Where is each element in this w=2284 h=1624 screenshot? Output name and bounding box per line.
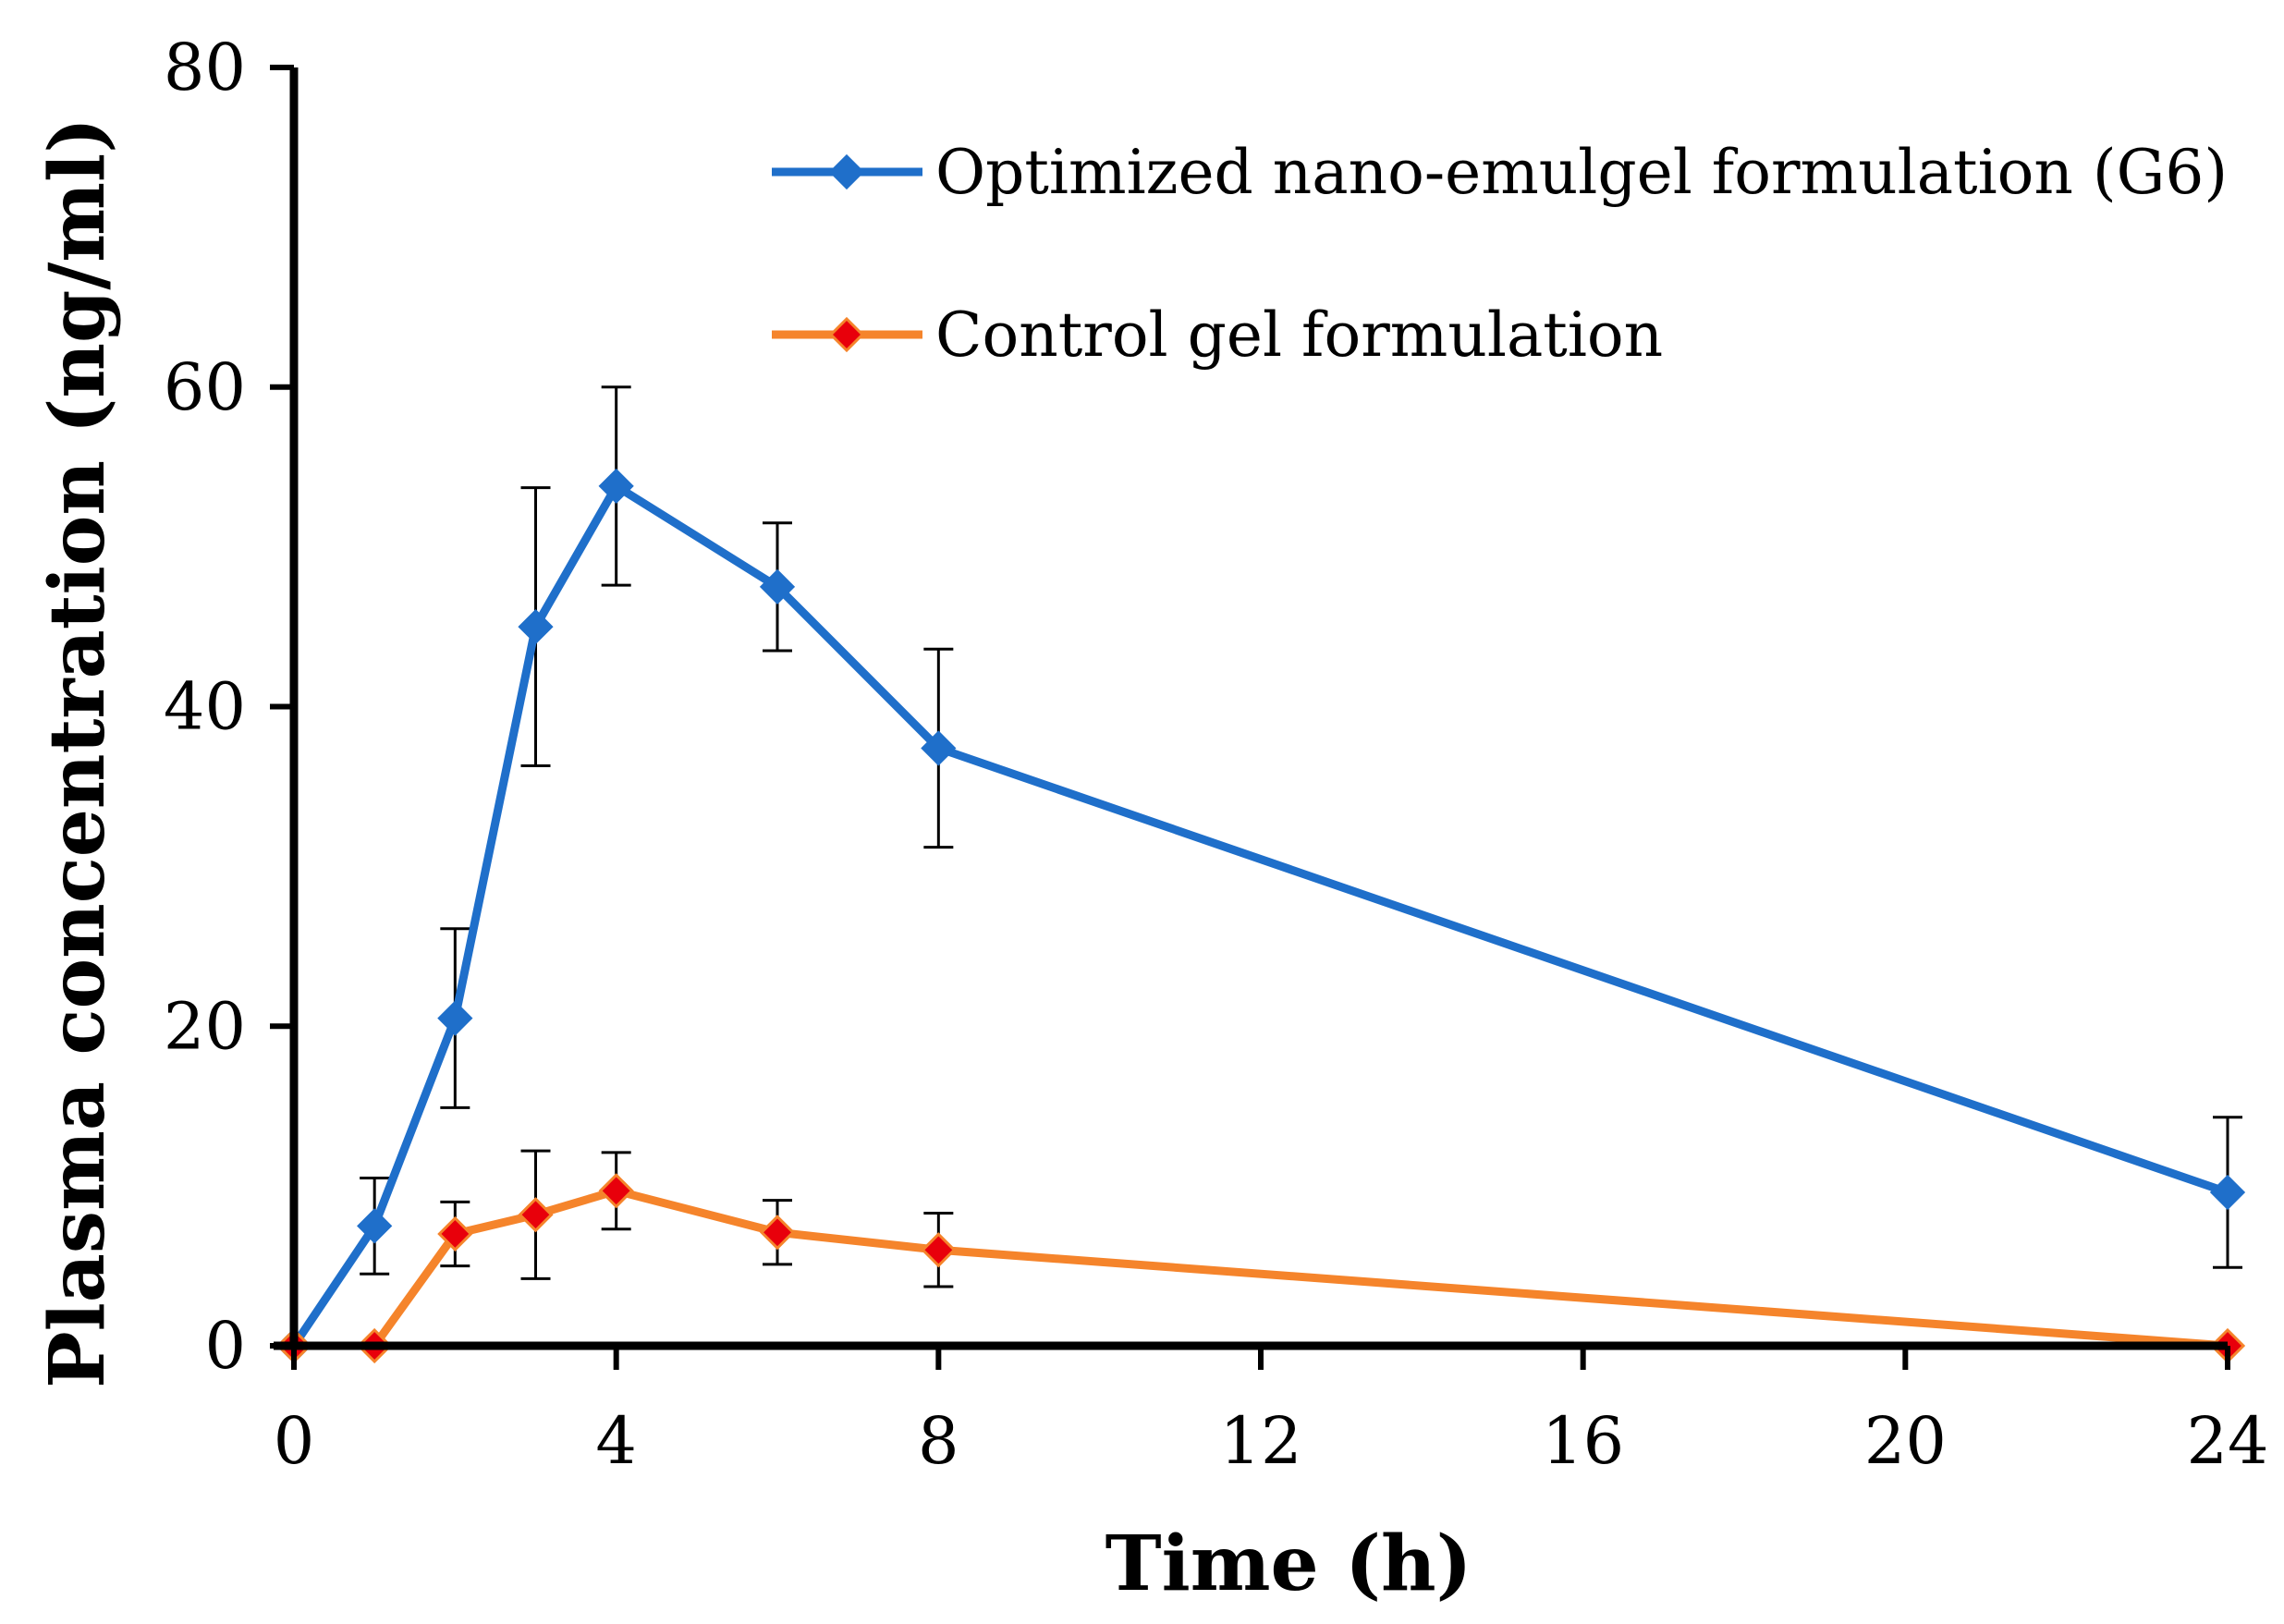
x-axis-title: Time (h) xyxy=(1105,1520,1472,1608)
data-point-s1-5 xyxy=(759,568,796,604)
legend-marker-1 xyxy=(828,153,865,190)
series-markers-layer xyxy=(275,468,2246,1364)
data-point-s1-7 xyxy=(2209,1174,2246,1211)
x-tick-label-20: 20 xyxy=(1864,1403,1947,1479)
x-tick-label-12: 12 xyxy=(1219,1403,1301,1479)
y-tick-label-60: 60 xyxy=(164,349,246,425)
legend-label-1: Optimized nano-emulgel formulation (G6) xyxy=(935,137,2228,208)
y-tick-label-80: 80 xyxy=(164,30,246,105)
data-point-s1-3 xyxy=(518,608,554,645)
series-line-2 xyxy=(294,1186,2229,1350)
data-point-s2-3 xyxy=(518,1197,554,1233)
data-point-s2-2 xyxy=(437,1215,473,1252)
series-lines-layer xyxy=(290,482,2229,1350)
legend-label-2: Control gel formulation xyxy=(935,299,1663,371)
y-tick-label-20: 20 xyxy=(164,988,246,1064)
x-tick-label-24: 24 xyxy=(2186,1403,2268,1479)
data-point-s1-4 xyxy=(598,468,634,505)
error-bars-layer xyxy=(360,385,2242,1288)
series-line-1 xyxy=(290,482,2229,1349)
x-tick-label-0: 0 xyxy=(274,1403,315,1479)
x-tick-label-8: 8 xyxy=(918,1403,959,1479)
y-tick-label-40: 40 xyxy=(164,669,246,745)
data-point-s1-1 xyxy=(357,1208,393,1244)
axes-layer xyxy=(274,67,2228,1350)
legend-marker-2 xyxy=(828,316,865,353)
data-point-s1-2 xyxy=(437,1000,473,1036)
legend: Optimized nano-emulgel formulation (G6) C… xyxy=(772,137,2228,371)
ticks-layer: 0 20 40 60 80 0 4 8 12 16 20 24 xyxy=(164,30,2269,1479)
data-point-s2-4 xyxy=(598,1173,634,1209)
x-tick-label-16: 16 xyxy=(1542,1403,1624,1479)
data-point-s1-6 xyxy=(921,730,957,766)
data-point-s2-6 xyxy=(921,1232,957,1268)
y-axis-title: Plasma concentration (ng/ml) xyxy=(33,117,122,1388)
data-point-s2-5 xyxy=(759,1215,796,1251)
x-tick-label-4: 4 xyxy=(595,1403,637,1479)
y-tick-label-0: 0 xyxy=(204,1308,246,1384)
